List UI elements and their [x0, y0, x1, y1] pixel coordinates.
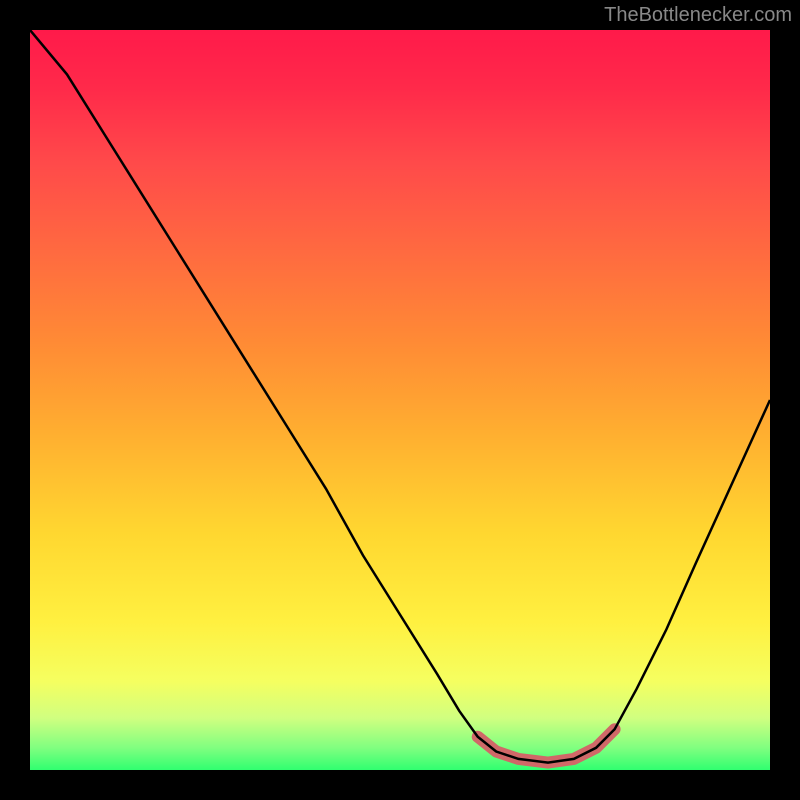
bottleneck-curve	[30, 30, 770, 763]
curve-layer	[30, 30, 770, 770]
plot-area	[30, 30, 770, 770]
chart-container: TheBottlenecker.com	[0, 0, 800, 800]
attribution-text: TheBottlenecker.com	[604, 4, 792, 27]
highlight-curve	[478, 729, 615, 762]
